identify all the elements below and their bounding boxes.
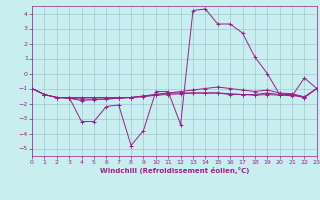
X-axis label: Windchill (Refroidissement éolien,°C): Windchill (Refroidissement éolien,°C) <box>100 167 249 174</box>
